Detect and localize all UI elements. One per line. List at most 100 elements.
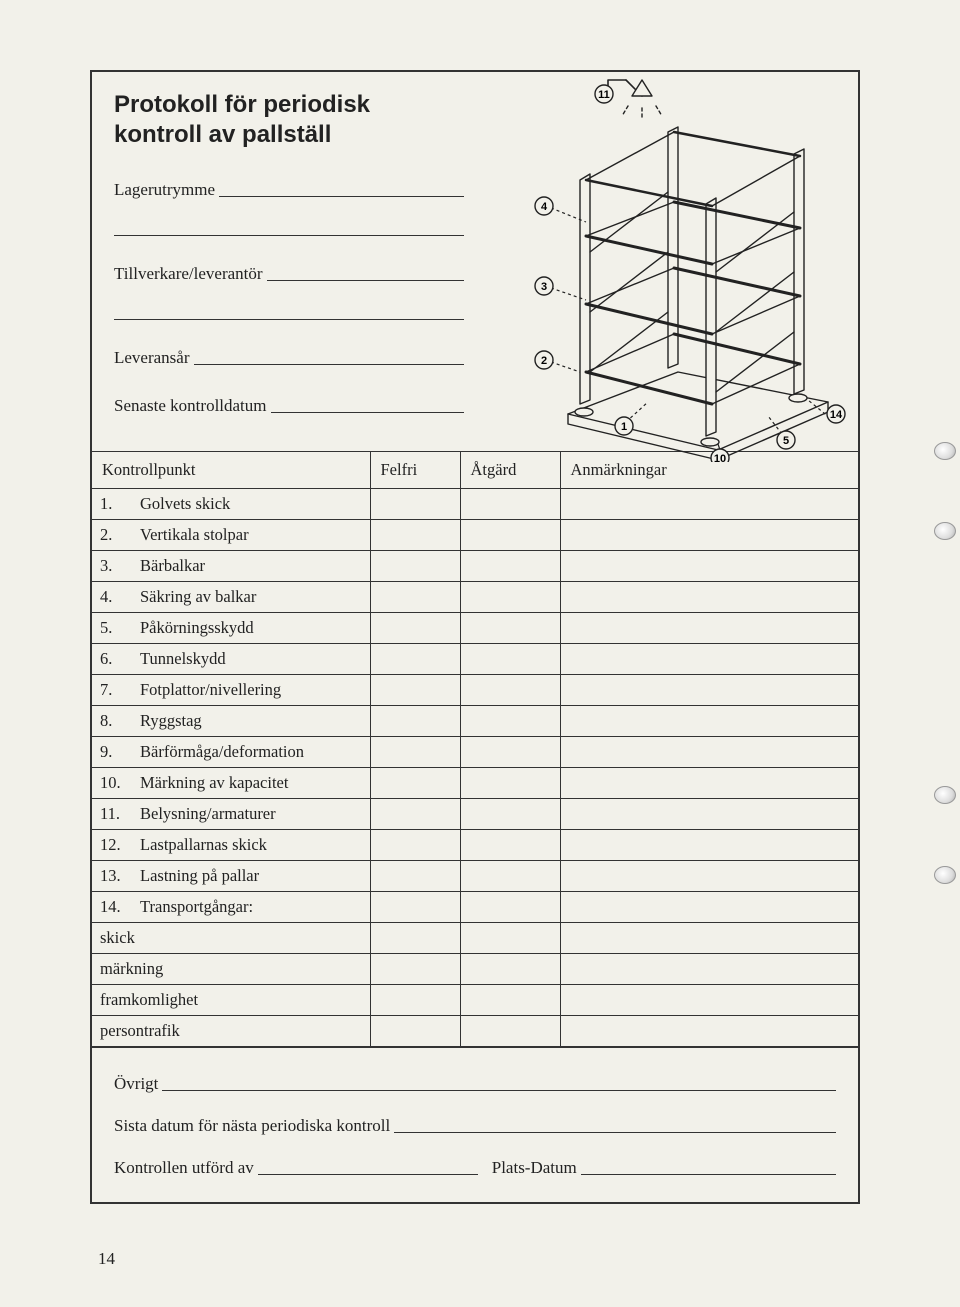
cell-anm[interactable] (560, 768, 858, 799)
cell-anm[interactable] (560, 520, 858, 551)
table-row: 5.Påkörningsskydd (92, 613, 858, 644)
cell-anm[interactable] (560, 644, 858, 675)
table-row: 10.Märkning av kapacitet (92, 768, 858, 799)
blank-line[interactable] (162, 1089, 836, 1091)
table-row: 11.Belysning/armaturer (92, 799, 858, 830)
page-number: 14 (98, 1249, 115, 1269)
cell-atgard[interactable] (460, 923, 560, 954)
cell-felfri[interactable] (370, 923, 460, 954)
row-number: 7. (100, 680, 140, 700)
blank-line[interactable] (114, 234, 464, 236)
cell-anm[interactable] (560, 706, 858, 737)
cell-anm[interactable] (560, 985, 858, 1016)
footer-block: Övrigt Sista datum för nästa periodiska … (92, 1047, 858, 1202)
field-senaste: Senaste kontrolldatum (114, 396, 464, 416)
callout-4: 4 (535, 197, 553, 215)
row-text: Lastpallarnas skick (140, 835, 362, 855)
cell-felfri[interactable] (370, 799, 460, 830)
cell-anm[interactable] (560, 923, 858, 954)
cell-felfri[interactable] (370, 489, 460, 520)
table-row: 9.Bärförmåga/deformation (92, 737, 858, 768)
cell-anm[interactable] (560, 830, 858, 861)
cell-atgard[interactable] (460, 830, 560, 861)
row-text: Ryggstag (140, 711, 362, 731)
label-plats: Plats-Datum (492, 1158, 577, 1178)
blank-line[interactable] (581, 1173, 836, 1175)
cell-anm[interactable] (560, 954, 858, 985)
cell-kontrollpunkt: 10.Märkning av kapacitet (92, 768, 370, 799)
label-utford: Kontrollen utförd av (114, 1158, 254, 1178)
blank-line[interactable] (194, 363, 464, 365)
svg-text:4: 4 (541, 201, 548, 213)
blank-line[interactable] (267, 279, 464, 281)
table-subrow: framkomlighet (92, 985, 858, 1016)
cell-anm[interactable] (560, 551, 858, 582)
table-row: 2.Vertikala stolpar (92, 520, 858, 551)
blank-line[interactable] (271, 411, 464, 413)
cell-atgard[interactable] (460, 985, 560, 1016)
cell-felfri[interactable] (370, 520, 460, 551)
cell-kontrollpunkt-sub: märkning (92, 954, 370, 985)
cell-felfri[interactable] (370, 613, 460, 644)
cell-anm[interactable] (560, 1016, 858, 1047)
table-row: 1.Golvets skick (92, 489, 858, 520)
cell-anm[interactable] (560, 892, 858, 923)
header-block: Protokoll för periodisk kontroll av pall… (92, 72, 858, 452)
cell-atgard[interactable] (460, 675, 560, 706)
blank-line[interactable] (394, 1131, 836, 1133)
cell-felfri[interactable] (370, 892, 460, 923)
table-row: 14.Transportgångar: (92, 892, 858, 923)
row-text: Lastning på pallar (140, 866, 362, 886)
row-text: Belysning/armaturer (140, 804, 362, 824)
cell-atgard[interactable] (460, 582, 560, 613)
cell-anm[interactable] (560, 737, 858, 768)
blank-line[interactable] (219, 195, 464, 197)
cell-atgard[interactable] (460, 520, 560, 551)
cell-kontrollpunkt: 8.Ryggstag (92, 706, 370, 737)
cell-felfri[interactable] (370, 582, 460, 613)
cell-kontrollpunkt: 3.Bärbalkar (92, 551, 370, 582)
row-number: 11. (100, 804, 140, 824)
cell-felfri[interactable] (370, 861, 460, 892)
cell-atgard[interactable] (460, 1016, 560, 1047)
cell-felfri[interactable] (370, 737, 460, 768)
blank-line[interactable] (258, 1173, 478, 1175)
cell-anm[interactable] (560, 861, 858, 892)
cell-anm[interactable] (560, 799, 858, 830)
cell-atgard[interactable] (460, 799, 560, 830)
cell-felfri[interactable] (370, 768, 460, 799)
cell-kontrollpunkt: 9.Bärförmåga/deformation (92, 737, 370, 768)
cell-felfri[interactable] (370, 644, 460, 675)
table-subrow: skick (92, 923, 858, 954)
cell-atgard[interactable] (460, 861, 560, 892)
cell-atgard[interactable] (460, 892, 560, 923)
cell-felfri[interactable] (370, 954, 460, 985)
blank-line[interactable] (114, 318, 464, 320)
cell-anm[interactable] (560, 582, 858, 613)
cell-atgard[interactable] (460, 768, 560, 799)
row-text: Vertikala stolpar (140, 525, 362, 545)
cell-atgard[interactable] (460, 706, 560, 737)
cell-felfri[interactable] (370, 985, 460, 1016)
cell-atgard[interactable] (460, 489, 560, 520)
cell-felfri[interactable] (370, 1016, 460, 1047)
table-row: 7.Fotplattor/nivellering (92, 675, 858, 706)
cell-atgard[interactable] (460, 954, 560, 985)
cell-felfri[interactable] (370, 830, 460, 861)
cell-anm[interactable] (560, 489, 858, 520)
cell-anm[interactable] (560, 613, 858, 644)
table-body: 1.Golvets skick2.Vertikala stolpar3.Bärb… (92, 489, 858, 1047)
hole-icon (934, 522, 956, 540)
cell-felfri[interactable] (370, 706, 460, 737)
cell-kontrollpunkt-sub: skick (92, 923, 370, 954)
cell-anm[interactable] (560, 675, 858, 706)
cell-felfri[interactable] (370, 675, 460, 706)
title-line-2: kontroll av pallställ (114, 121, 331, 148)
th-felfri: Felfri (370, 452, 460, 489)
cell-felfri[interactable] (370, 551, 460, 582)
cell-atgard[interactable] (460, 644, 560, 675)
cell-atgard[interactable] (460, 737, 560, 768)
cell-atgard[interactable] (460, 551, 560, 582)
cell-kontrollpunkt: 5.Påkörningsskydd (92, 613, 370, 644)
cell-atgard[interactable] (460, 613, 560, 644)
